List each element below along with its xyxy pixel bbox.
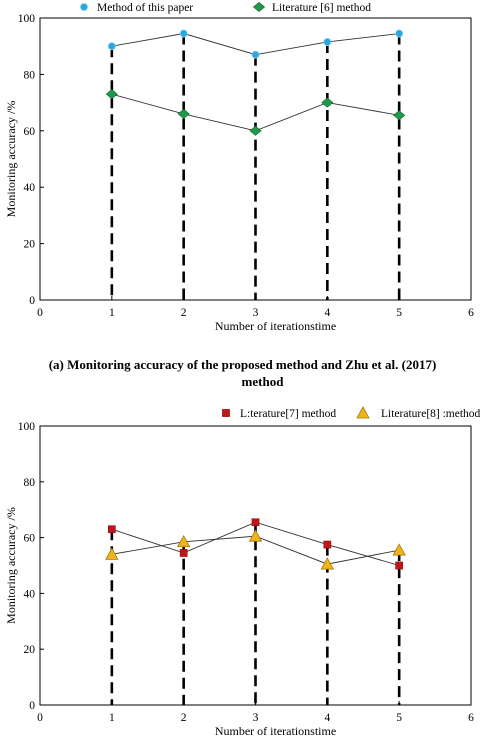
chart-1-x-tick-label: 3 xyxy=(253,307,259,319)
chart-1-series-2-point xyxy=(177,108,190,119)
chart-1-series-1-point xyxy=(179,29,188,38)
chart-1-series-1-point xyxy=(107,42,116,51)
chart-2-series-1-point xyxy=(107,525,116,534)
chart-1-y-tick-label: 60 xyxy=(24,126,36,138)
chart-1-x-axis-label: Number of iterationstime xyxy=(215,319,336,333)
chart-1-x-tick-label: 0 xyxy=(37,307,43,319)
chart-2-x-axis-label: Number of iterationstime xyxy=(215,724,336,738)
chart-1-legend-2-label: Literature [6] method xyxy=(272,2,371,14)
chart-1-x-tick-label: 6 xyxy=(468,307,474,319)
chart-2-series-1-point xyxy=(323,540,332,549)
chart-2-legend-1-label: L:terature[7] method xyxy=(240,408,336,420)
chart-1-x-tick-label: 4 xyxy=(324,307,330,319)
chart-2-y-tick-label: 40 xyxy=(24,588,36,600)
chart-2-series-2-point xyxy=(105,547,119,560)
chart-1-legend-2-marker xyxy=(252,2,266,12)
chart-1-legend-1-label: Method of this paper xyxy=(97,2,193,14)
chart-2-legend-2-marker xyxy=(356,406,370,419)
chart-2-legend-1-marker xyxy=(222,409,230,417)
chart-2-x-tick-label: 5 xyxy=(396,712,402,724)
chart-1-y-tick-label: 40 xyxy=(24,182,36,194)
chart-2-series-2-point xyxy=(248,529,263,542)
chart-1-legend-1-marker xyxy=(80,3,89,11)
chart-1-y-tick-label: 100 xyxy=(18,13,36,25)
chart-2-series-1-point xyxy=(251,518,260,527)
chart-1-series-1-point xyxy=(251,50,260,59)
chart-1-series-2-point xyxy=(321,97,334,108)
chart-2-x-tick-label: 4 xyxy=(324,712,330,724)
chart-2-x-tick-label: 3 xyxy=(253,712,259,724)
chart-2-x-tick-label: 1 xyxy=(109,712,115,724)
chart-1-series-2-point xyxy=(249,125,262,136)
chart-1-x-tick-label: 1 xyxy=(109,307,115,319)
chart-2-series-1-point xyxy=(179,549,188,557)
chart-1-series-2-point xyxy=(105,89,118,100)
chart-2-y-tick-label: 0 xyxy=(29,700,35,712)
chart-2-y-tick-label: 20 xyxy=(24,644,36,656)
chart-1-y-tick-label: 20 xyxy=(24,239,36,251)
chart-2-series-2-point xyxy=(176,534,191,548)
chart-2-y-tick-label: 80 xyxy=(24,477,36,489)
chart-2-x-tick-label: 6 xyxy=(468,712,474,724)
chart-2-legend-2-label: Literature[8] :method xyxy=(381,408,481,420)
chart-2-y-axis-label: Monitoring accuracy /% xyxy=(4,507,18,624)
chart-2-y-tick-label: 100 xyxy=(18,421,36,433)
chart-2-x-tick-label: 0 xyxy=(37,712,43,724)
chart-2-series-2-point xyxy=(320,557,335,570)
chart-1-x-tick-label: 5 xyxy=(396,307,402,319)
caption-line-2: method xyxy=(241,374,284,389)
caption-line-1: (a) Monitoring accuracy of the proposed … xyxy=(48,357,437,372)
chart-1-series-1-point xyxy=(323,37,332,46)
chart-1-x-tick-label: 2 xyxy=(181,307,187,319)
chart-1-series-2-point xyxy=(393,110,406,121)
chart-2-y-tick-label: 60 xyxy=(24,533,36,545)
chart-1-y-tick-label: 80 xyxy=(24,69,36,81)
chart-1-y-axis-label: Monitoring accuracy /% xyxy=(4,101,18,218)
chart-2-x-tick-label: 2 xyxy=(181,712,187,724)
chart-2-series-2-point xyxy=(392,543,406,556)
chart-1-series-1-point xyxy=(395,29,404,38)
chart-1-y-tick-label: 0 xyxy=(29,295,35,307)
chart-2-series-1-point xyxy=(395,561,404,570)
